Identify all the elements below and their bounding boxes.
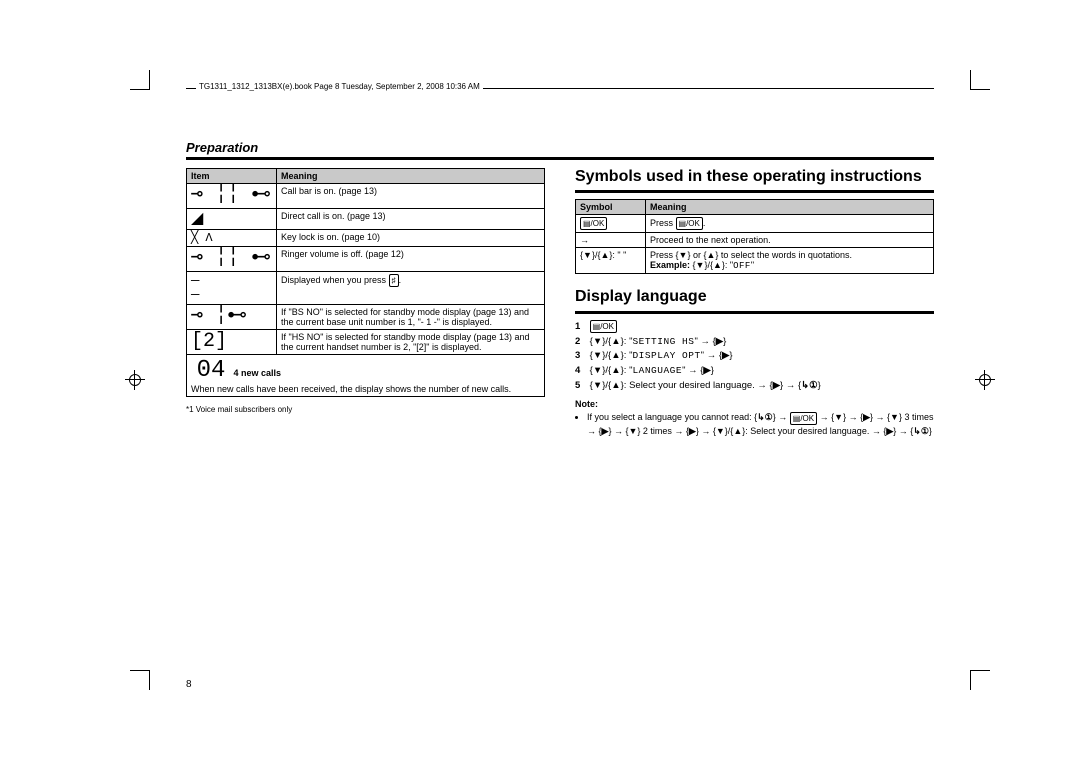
heading-rule (575, 190, 934, 193)
note-bullet: If you select a language you cannot read… (587, 411, 934, 437)
right-column: Symbols used in these operating instruct… (575, 168, 934, 439)
table-row: — — Displayed when you press ♯. (187, 272, 545, 305)
symbol-cell: → (576, 233, 646, 248)
crop-target (975, 370, 995, 390)
mono-text: LANGUAGE (632, 365, 682, 376)
page-number: 8 (186, 679, 192, 690)
th-symbol: Symbol (576, 200, 646, 215)
symbol-glyph: — — (191, 273, 199, 303)
steps-list: 1 ▤/OK 2 {▼}/{▲}: "SETTING HS" → {▶} 3 {… (575, 320, 934, 394)
meaning-cell: Press ▤/OK. (646, 215, 934, 233)
table-row: → Proceed to the next operation. (576, 233, 934, 248)
section-rule (186, 157, 934, 160)
text: . (703, 218, 706, 228)
meaning-cell: Press {▼} or {▲} to select the words in … (646, 248, 934, 274)
table-row: ⊸ ╎╎ ⊷ Ringer volume is off. (page 12) (187, 247, 545, 272)
crop-mark (970, 70, 990, 90)
step: 4 {▼}/{▲}: "LANGUAGE" → {▶} (575, 364, 934, 379)
table-row: ◢ Direct call is on. (page 13) (187, 209, 545, 230)
symbol-glyph: [2] (191, 330, 227, 353)
key-icon: ▤/OK (580, 217, 607, 230)
table-row: ⊸ ╎⊷ If "BS NO" is selected for standby m… (187, 305, 545, 330)
symbol-glyph: ⊸ ╎╎ ⊷ (191, 247, 271, 270)
crop-mark (130, 670, 150, 690)
heading-symbols: Symbols used in these operating instruct… (575, 168, 934, 186)
mono-text: SETTING HS (632, 336, 694, 347)
symbol-glyph: 04 (191, 357, 231, 384)
note-block: Note: If you select a language you canno… (575, 399, 934, 437)
item-meaning-table: Item Meaning ⊸ ╎╎ ⊷ Call bar is on. (page… (186, 168, 545, 397)
heading-rule (575, 311, 934, 314)
meaning-cell: Ringer volume is off. (page 12) (277, 247, 545, 272)
symbol-meaning-table: Symbol Meaning ▤/OK Press ▤/OK. → Procee… (575, 199, 934, 274)
step: 3 {▼}/{▲}: "DISPLAY OPT" → {▶} (575, 349, 934, 364)
meaning-cell: Displayed when you press ♯. (277, 272, 545, 305)
meaning-cell: If "HS NO" is selected for standby mode … (277, 330, 545, 355)
manual-page: TG1311_1312_1313BX(e).book Page 8 Tuesda… (170, 70, 950, 690)
th-item: Item (187, 169, 277, 184)
symbol-glyph: ╳ Ʌ (191, 231, 213, 245)
symbol-cell: {▼}/{▲}: " " (576, 248, 646, 274)
table-row: 04 4 new calls When new calls have been … (187, 355, 545, 397)
newcalls-title: 4 new calls (234, 368, 282, 378)
table-row: ⊸ ╎╎ ⊷ Call bar is on. (page 13) (187, 184, 545, 209)
header-crop-text: TG1311_1312_1313BX(e).book Page 8 Tuesda… (196, 82, 483, 91)
crop-mark (970, 670, 990, 690)
text: . (399, 275, 402, 285)
table-row: {▼}/{▲}: " " Press {▼} or {▲} to select … (576, 248, 934, 274)
symbol-glyph: ⊸ ╎⊷ (191, 305, 247, 328)
meaning-cell: Key lock is on. (page 10) (277, 230, 545, 247)
mono-text: DISPLAY OPT (632, 350, 700, 361)
th-meaning: Meaning (646, 200, 934, 215)
newcalls-text: When new calls have been received, the d… (191, 384, 511, 394)
footnote: *1 Voice mail subscribers only (186, 405, 545, 414)
step: 1 ▤/OK (575, 320, 934, 335)
step: 2 {▼}/{▲}: "SETTING HS" → {▶} (575, 335, 934, 350)
text: Displayed when you press (281, 275, 389, 285)
symbol-glyph: ◢ (191, 211, 203, 227)
table-row: [2] If "HS NO" is selected for standby mo… (187, 330, 545, 355)
crop-target (125, 370, 145, 390)
section-title: Preparation (186, 140, 934, 155)
heading-display-language: Display language (575, 288, 934, 306)
crop-mark (130, 70, 150, 90)
key-icon: ▤/OK (676, 217, 703, 230)
meaning-cell: If "BS NO" is selected for standby mode … (277, 305, 545, 330)
meaning-cell: Proceed to the next operation. (646, 233, 934, 248)
key-icon: ♯ (389, 274, 399, 287)
symbol-glyph: ⊸ ╎╎ ⊷ (191, 184, 271, 207)
step: 5 {▼}/{▲}: Select your desired language.… (575, 379, 934, 394)
note-label: Note: (575, 399, 598, 409)
table-row: ▤/OK Press ▤/OK. (576, 215, 934, 233)
meaning-cell: Call bar is on. (page 13) (277, 184, 545, 209)
meaning-cell: Direct call is on. (page 13) (277, 209, 545, 230)
th-meaning: Meaning (277, 169, 545, 184)
text: Press (650, 218, 676, 228)
table-row: ╳ Ʌ Key lock is on. (page 10) (187, 230, 545, 247)
left-column: Item Meaning ⊸ ╎╎ ⊷ Call bar is on. (page… (186, 168, 545, 439)
key-icon: ▤/OK (590, 320, 617, 333)
